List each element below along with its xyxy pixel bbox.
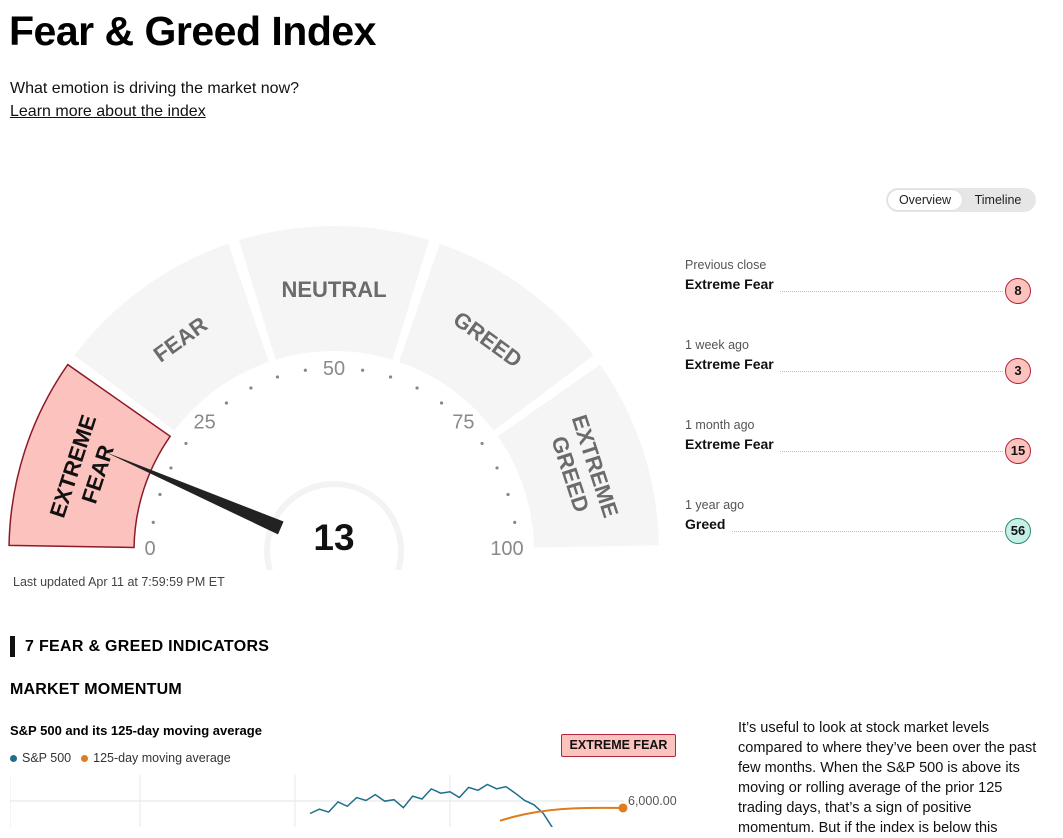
legend-label: 125-day moving average <box>93 751 231 765</box>
history-when: 1 month ago <box>685 418 755 432</box>
history-row-previous-close: Previous close Extreme Fear 8 <box>685 258 1033 338</box>
fear-greed-gauge: EXTREMEFEARFEARNEUTRALGREEDEXTREMEGREED0… <box>8 226 659 570</box>
gauge-segment <box>399 243 594 431</box>
history-value-badge: 15 <box>1005 438 1031 464</box>
rating-badge: EXTREME FEAR <box>561 734 676 757</box>
section-title: 7 FEAR & GREED INDICATORS <box>25 637 270 655</box>
history-rating: Greed <box>685 516 732 532</box>
gauge-hub <box>270 487 398 570</box>
gauge-tick-dot <box>439 401 444 405</box>
market-momentum-title: MARKET MOMENTUM <box>10 681 182 698</box>
legend-dot-icon <box>81 754 89 762</box>
learn-more-link[interactable]: Learn more about the index <box>10 103 206 120</box>
history-when: Previous close <box>685 258 767 272</box>
tab-timeline[interactable]: Timeline <box>974 193 1022 207</box>
gauge-tick-dot <box>415 386 419 390</box>
dotted-leader <box>685 371 1003 372</box>
view-toggle: Overview Timeline <box>886 188 1036 212</box>
gauge-tick-dot <box>169 466 173 470</box>
history-row-1-month: 1 month ago Extreme Fear 15 <box>685 418 1033 498</box>
gauge-tick-dot <box>513 520 517 524</box>
gauge-tick-label: 50 <box>323 358 345 380</box>
last-updated-text: Last updated Apr 11 at 7:59:59 PM ET <box>13 575 225 589</box>
chart-legend: S&P 500 125-day moving average <box>10 751 241 765</box>
tab-overview[interactable]: Overview <box>888 190 962 210</box>
gauge-tick-dot <box>158 492 162 497</box>
moving-average-line <box>499 806 624 822</box>
sp500-line <box>309 783 553 827</box>
legend-sp500[interactable]: S&P 500 <box>10 751 71 765</box>
gauge-tick-dot <box>495 466 499 470</box>
legend-label: S&P 500 <box>22 751 72 765</box>
dotted-leader <box>685 531 1003 532</box>
history-when: 1 week ago <box>685 338 749 352</box>
gauge-tick-dot <box>275 375 280 379</box>
gauge-tick-dot <box>151 520 155 524</box>
legend-dot-icon <box>10 754 17 762</box>
gauge-segment <box>497 364 659 548</box>
dotted-leader <box>685 291 1003 292</box>
gauge-tick-label: 75 <box>452 412 474 434</box>
history-rating: Extreme Fear <box>685 276 780 292</box>
gauge-tick-dot <box>184 441 188 446</box>
moving-average-endpoint <box>618 803 628 813</box>
history-list: Previous close Extreme Fear 8 1 week ago… <box>685 258 1033 578</box>
chart-title: S&P 500 and its 125-day moving average <box>10 723 262 738</box>
page-subtitle: What emotion is driving the market now? <box>10 80 300 97</box>
page-title: Fear & Greed Index <box>9 8 376 54</box>
gauge-tick-dot <box>361 368 365 372</box>
history-row-1-week: 1 week ago Extreme Fear 3 <box>685 338 1033 418</box>
market-momentum-chart <box>10 775 628 827</box>
history-value-badge: 3 <box>1005 358 1031 384</box>
history-value-badge: 8 <box>1005 278 1031 304</box>
gauge-segment <box>8 363 172 549</box>
gauge-tick-dot <box>224 401 229 405</box>
gauge-tick-label: 100 <box>490 538 523 560</box>
gauge-needle <box>104 451 284 535</box>
gauge-value: 13 <box>313 517 354 558</box>
gauge-segment <box>238 226 430 360</box>
history-value-badge: 56 <box>1005 518 1031 544</box>
gauge-tick-dot <box>249 386 253 390</box>
gauge-tick-dot <box>388 375 393 379</box>
history-row-1-year: 1 year ago Greed 56 <box>685 498 1033 578</box>
gauge-tick-label: 0 <box>144 538 155 560</box>
indicator-description: It’s useful to look at stock market leve… <box>738 720 1037 836</box>
history-rating: Extreme Fear <box>685 356 780 372</box>
y-axis-tick-label: 6,000.00 <box>628 794 677 808</box>
section-bar <box>10 636 15 657</box>
indicators-section-header: 7 FEAR & GREED INDICATORS <box>10 636 269 657</box>
gauge-tick-dot <box>303 368 307 372</box>
gauge-segment <box>74 243 269 431</box>
history-rating: Extreme Fear <box>685 436 780 452</box>
gauge-tick-dot <box>506 492 510 497</box>
legend-moving-average[interactable]: 125-day moving average <box>81 751 231 765</box>
gauge-tick-label: 25 <box>193 412 215 434</box>
gauge-segment-label: NEUTRAL <box>281 277 386 302</box>
dotted-leader <box>685 451 1003 452</box>
history-when: 1 year ago <box>685 498 745 512</box>
gauge-tick-dot <box>480 441 484 446</box>
